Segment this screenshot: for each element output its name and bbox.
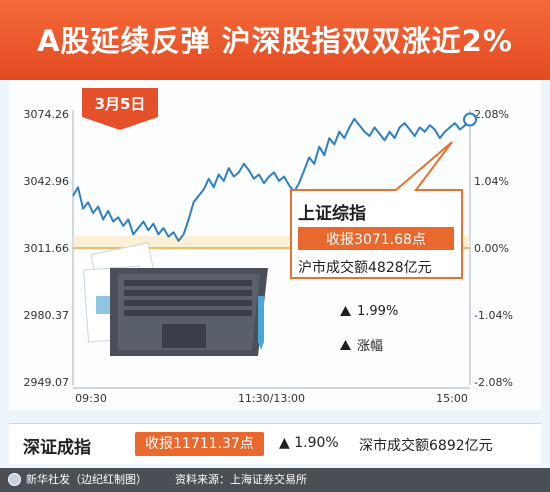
pct-tick-label: -2.08% — [474, 376, 513, 389]
x-tick-label: 11:30/13:00 — [238, 392, 305, 405]
date-tab: 3月5日 — [82, 88, 158, 130]
xinhua-logo-icon — [8, 473, 21, 486]
y-tick-label: 2949.07 — [24, 376, 70, 389]
shenzhen-turnover: 深市成交额6892亿元 — [359, 438, 493, 454]
headline: A股延续反弹 沪深股指双双涨近2% — [37, 24, 513, 58]
pct-axis-ticks: 2.08% 1.04% 0.00% -1.04% -2.08% — [474, 108, 513, 389]
credit-source: 资料来源：上海证券交易所 — [175, 473, 307, 486]
change-value: 1.99% — [357, 304, 398, 319]
callout-close: 收报3071.68点 — [326, 232, 426, 248]
up-triangle-icon — [340, 306, 351, 316]
credit-bar: 新华社发（边纪红制图） 资料来源：上海证券交易所 — [0, 468, 550, 492]
x-tick-label: 09:30 — [75, 392, 107, 405]
callout-turnover: 沪市成交额4828亿元 — [298, 259, 432, 276]
shenzhen-bar: 深证成指 收报11711.37点 ▲ 1.90% 深市成交额6892亿元 — [9, 423, 541, 464]
y-tick-label: 3042.96 — [24, 175, 70, 188]
pct-tick-label: 0.00% — [474, 242, 509, 255]
y-axis-ticks: 3074.26 3042.96 3011.66 2980.37 2949.07 — [24, 108, 70, 389]
y-tick-label: 3011.66 — [24, 242, 70, 255]
index-series-line — [72, 117, 471, 242]
pct-tick-label: 2.08% — [474, 108, 509, 121]
pct-tick-label: -1.04% — [474, 309, 513, 322]
change-label: 涨幅 — [357, 339, 383, 354]
x-tick-label: 15:00 — [436, 392, 468, 405]
laptop-illustration — [83, 242, 268, 356]
callout-box: 上证综指 收报3071.68点 沪市成交额4828亿元 — [290, 141, 463, 279]
callout-title: 上证综指 — [298, 203, 366, 224]
close-point-marker — [463, 112, 477, 127]
shenzhen-name: 深证成指 — [23, 438, 91, 458]
date-tab-label: 3月5日 — [95, 95, 146, 113]
x-axis-ticks: 09:30 11:30/13:00 15:00 — [75, 392, 468, 405]
headline-banner: A股延续反弹 沪深股指双双涨近2% — [0, 0, 550, 80]
y-tick-label: 3074.26 — [24, 108, 70, 121]
shenzhen-close: 收报11711.37点 — [135, 432, 264, 456]
up-triangle-icon — [340, 340, 351, 350]
pct-tick-label: 1.04% — [474, 175, 509, 188]
y-tick-label: 2980.37 — [24, 309, 70, 322]
credit-agency: 新华社发（边纪红制图） — [26, 473, 147, 486]
change-annotation: 1.99% 涨幅 — [340, 304, 398, 354]
callout-close-bg — [298, 227, 454, 250]
shenzhen-change: ▲ 1.90% — [279, 435, 339, 451]
